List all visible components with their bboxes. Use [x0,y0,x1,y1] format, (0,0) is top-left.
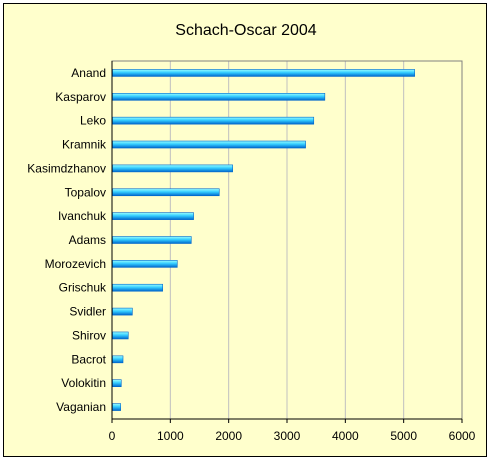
category-label: Kramnik [62,138,107,152]
bar [112,260,178,268]
category-labels: Anand Kasparov Leko Kramnik Kasimdzhanov Topa… [27,66,107,414]
bar [112,403,121,411]
bar [112,188,220,197]
bar [112,212,194,220]
bar [112,236,192,244]
x-axis: 0 1000 2000 3000 4000 5000 6000 [109,61,476,443]
x-tick-label: 4000 [332,429,359,443]
category-label: Shirov [72,328,106,342]
bar [112,307,133,316]
bar [112,69,415,77]
bar [112,331,129,340]
category-label: Volokitin [61,376,106,390]
category-label: Anand [71,66,106,80]
category-label: Ivanchuk [58,209,107,223]
bars [112,69,415,411]
bar-chart: Schach-Oscar 2004 Anand Kasparov Leko Kramn… [27,22,476,443]
bar [112,355,124,364]
x-tick-label: 3000 [274,429,301,443]
bar [112,93,326,101]
bar [112,283,163,292]
category-label: Morozevich [45,257,106,271]
bar [112,379,122,388]
bar [112,116,315,125]
x-tick-label: 5000 [390,429,417,443]
bar [112,140,306,149]
category-label: Grischuk [59,281,107,295]
x-tick-label: 1000 [157,429,184,443]
category-label: Leko [80,114,106,128]
category-label: Svidler [69,305,106,319]
category-label: Topalov [65,185,106,199]
category-label: Kasparov [55,90,106,104]
category-label: Vaganian [56,400,106,414]
category-label: Bacrot [71,352,106,366]
x-tick-label: 6000 [449,429,476,443]
grid-lines [169,61,405,419]
bar [112,164,233,173]
x-tick-label: 2000 [215,429,242,443]
x-tick-label: 0 [109,429,116,443]
category-label: Kasimdzhanov [27,161,106,175]
chart-title: Schach-Oscar 2004 [175,22,317,39]
chart-frame: Schach-Oscar 2004 Anand Kasparov Leko Kramn… [3,3,487,457]
category-label: Adams [69,233,106,247]
